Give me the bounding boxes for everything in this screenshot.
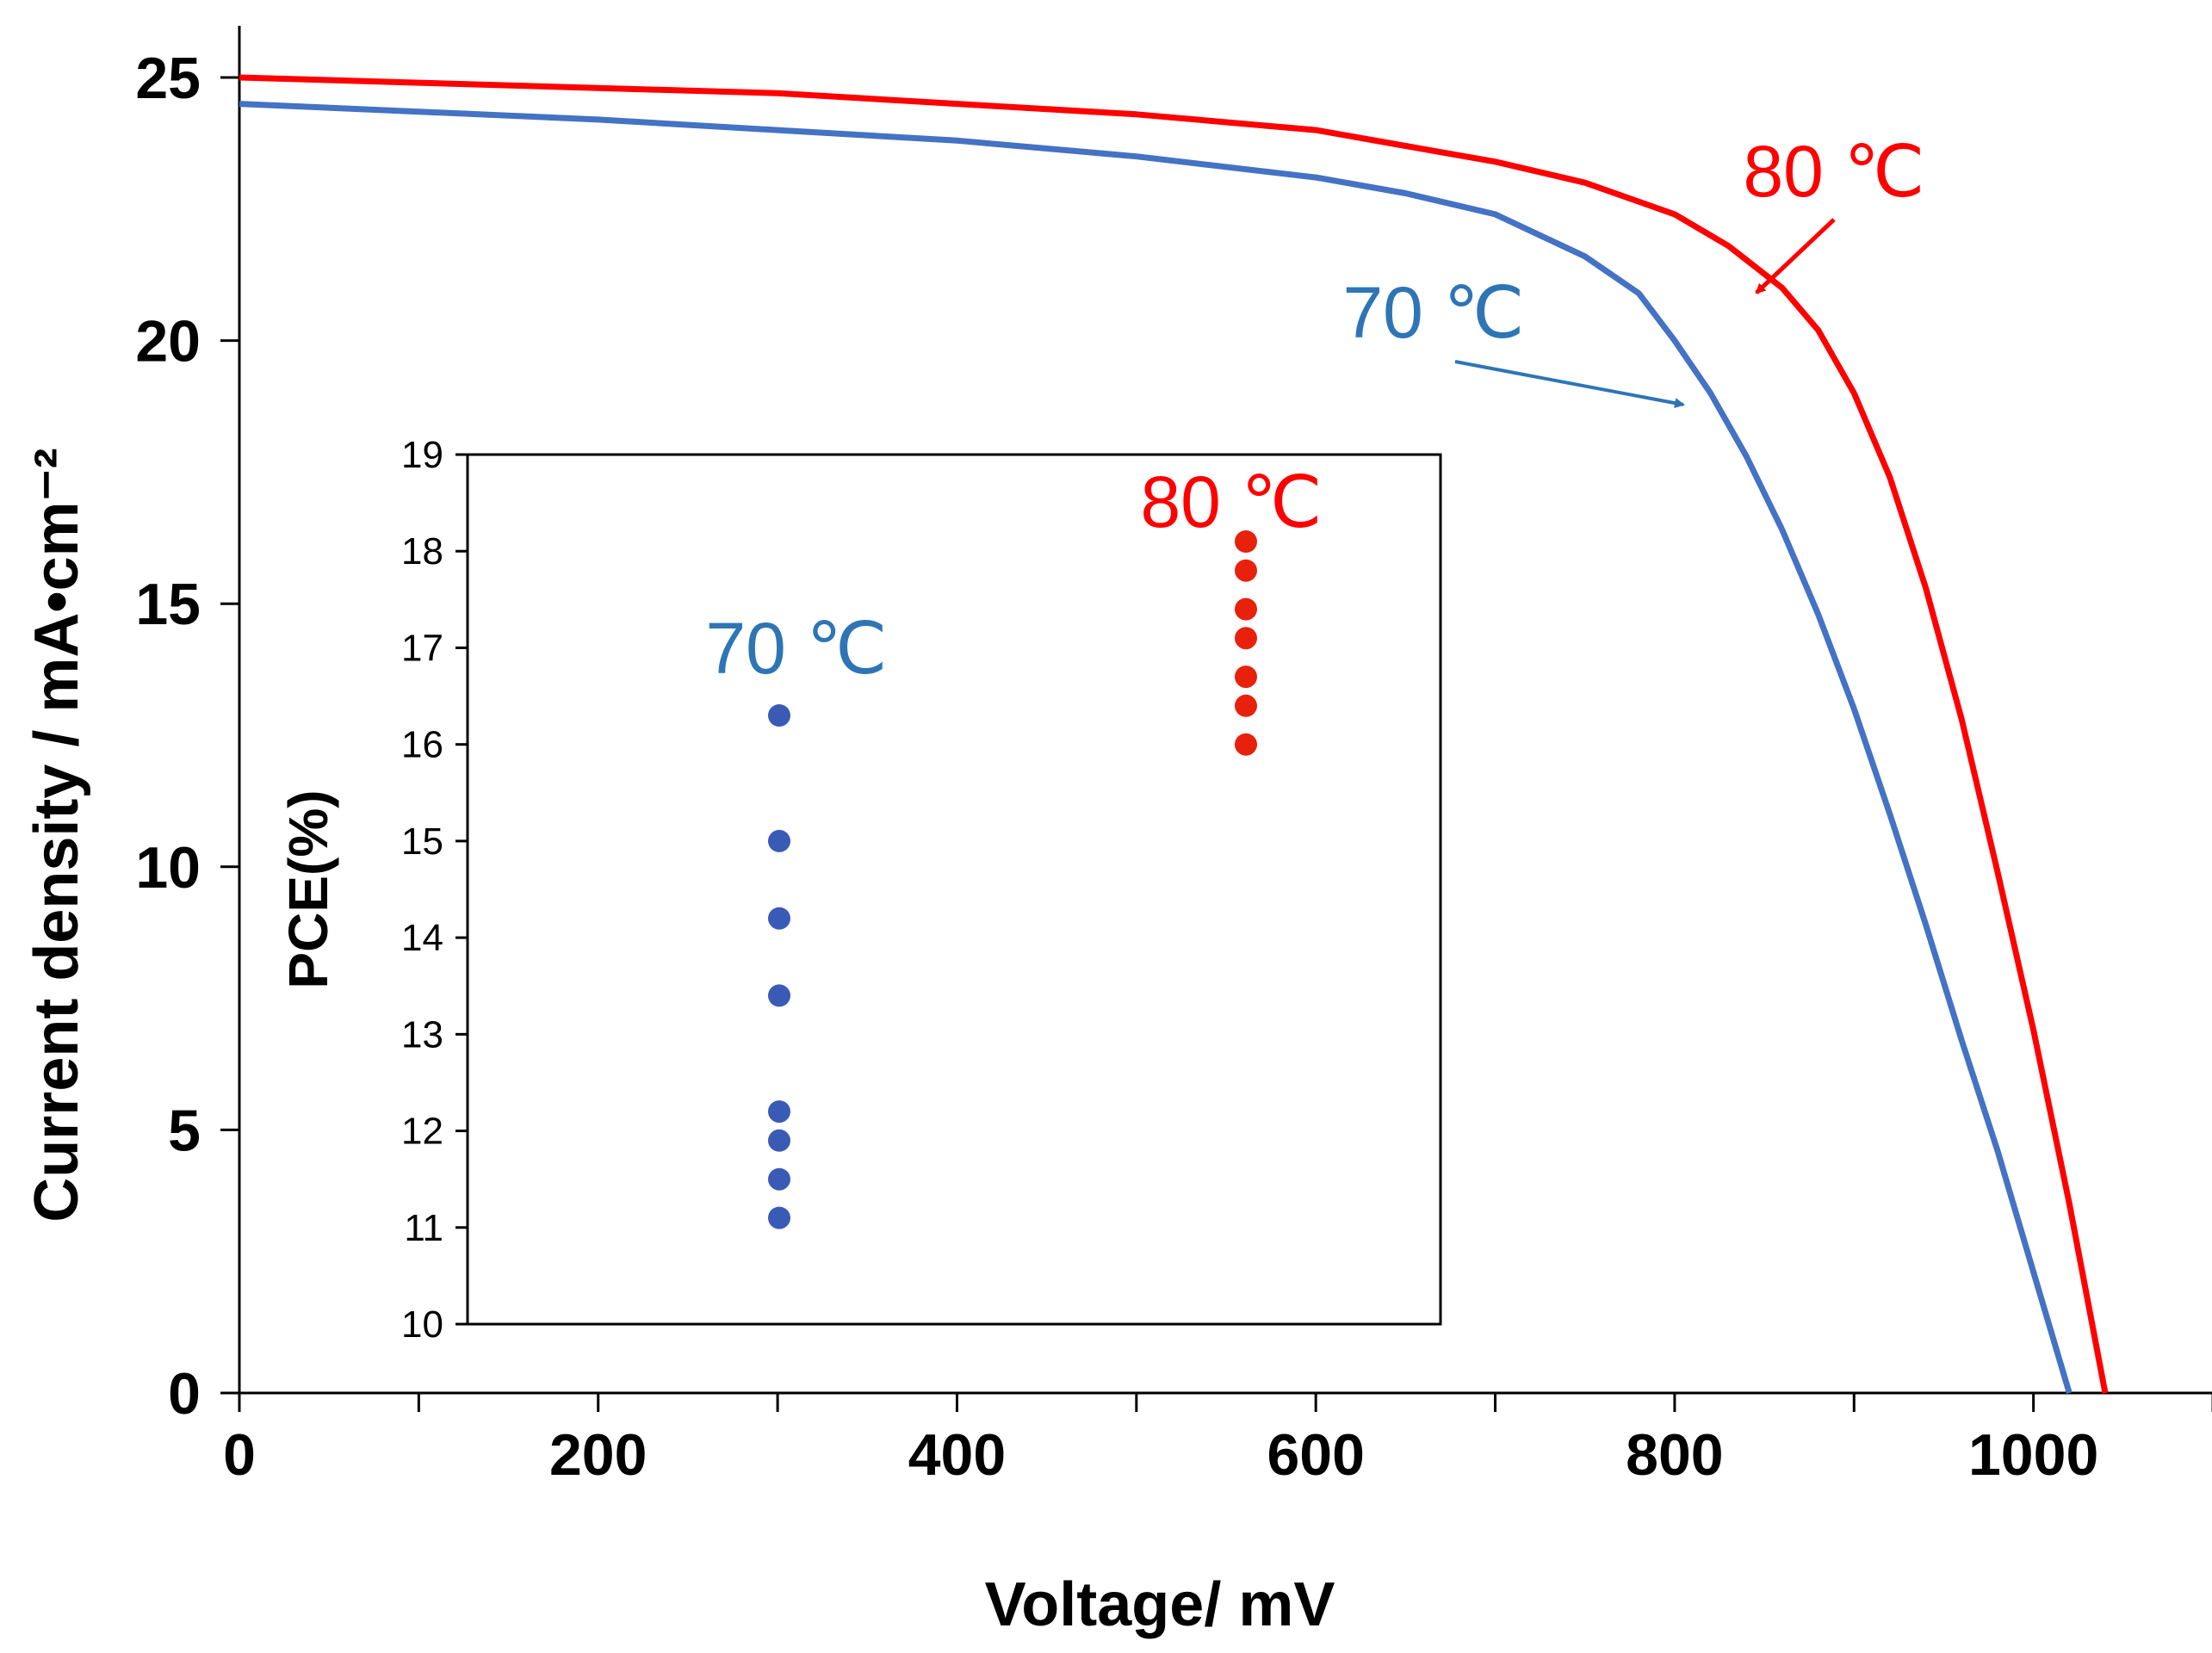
x-tick-label: 200 [549, 1422, 647, 1488]
y-tick-label: 5 [168, 1098, 201, 1163]
inset-data-point [1235, 530, 1257, 553]
inset-frame [466, 453, 1442, 1326]
inset-data-point [1235, 694, 1257, 717]
inset-y-tick-label: 15 [401, 820, 443, 863]
main-axes: 0 200 400 600 800 1000 0 5 10 15 20 25 [135, 26, 2212, 1488]
inset-data-point [768, 1100, 790, 1124]
inset-data-point [1235, 559, 1257, 582]
x-tick-label: 400 [908, 1422, 1006, 1488]
annotation-70c-inset: 70 ℃ [705, 608, 887, 689]
inset-data-point [1235, 666, 1257, 689]
annotation-80c-arrow [1755, 218, 1836, 294]
main-series [239, 74, 2109, 1394]
y-tick-label: 0 [168, 1361, 201, 1427]
series-line [239, 74, 2109, 1394]
annotation-70c-arrow [1454, 360, 1685, 409]
x-tick-label: 0 [223, 1422, 256, 1488]
annotation-80c-main: 80 ℃ [1743, 131, 1924, 212]
series-line [239, 101, 2073, 1394]
y-tick-label: 25 [135, 46, 201, 111]
inset-data-point [768, 907, 790, 930]
inset-y-tick-label: 12 [401, 1111, 443, 1153]
inset-y-tick-label: 17 [401, 627, 443, 669]
inset-data-point [768, 1167, 790, 1191]
annotation-70c-main: 70 ℃ [1342, 272, 1524, 353]
y-tick-label: 10 [135, 835, 201, 901]
inset-data-point [1235, 597, 1257, 621]
inset-y-tick-label: 11 [404, 1207, 443, 1249]
inset-y-tick-label: 18 [401, 530, 443, 573]
inset-y-axis-title: PCE(%) [277, 789, 339, 988]
y-axis-title: Current density / mA•cm⁻² [22, 448, 91, 1222]
inset-data-point [768, 704, 790, 727]
inset-axes: 10 11 12 13 14 15 16 17 18 19 [401, 434, 468, 1346]
inset-y-tick-label: 10 [401, 1303, 443, 1346]
y-tick-label: 15 [135, 572, 201, 637]
inset-data-point [768, 829, 790, 852]
x-tick-label: 600 [1267, 1422, 1364, 1488]
inset-y-tick-label: 13 [401, 1013, 443, 1056]
inset-y-tick-label: 16 [401, 724, 443, 766]
inset-data-point [768, 984, 790, 1007]
inset-points [768, 530, 1257, 1229]
x-axis-title: Voltage/ mV [985, 1570, 1335, 1639]
inset-data-point [1235, 733, 1257, 756]
inset-y-tick-label: 19 [401, 434, 443, 476]
x-tick-label: 800 [1626, 1422, 1723, 1488]
annotation-80c-inset: 80 ℃ [1140, 461, 1322, 542]
y-tick-label: 20 [135, 309, 201, 375]
inset-data-point [768, 1206, 790, 1229]
x-tick-label: 1000 [1968, 1422, 2098, 1488]
inset-data-point [768, 1129, 790, 1152]
inset-data-point [1235, 627, 1257, 650]
inset-y-tick-label: 14 [401, 917, 443, 959]
